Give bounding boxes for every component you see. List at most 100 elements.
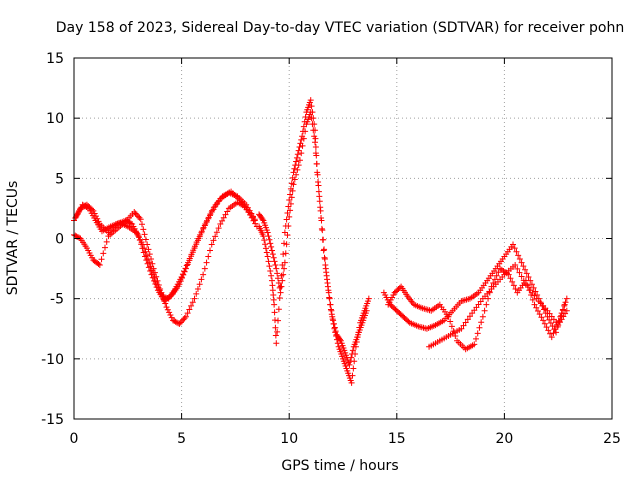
data-point	[84, 204, 91, 211]
data-point	[298, 150, 305, 157]
chart-title: Day 158 of 2023, Sidereal Day-to-day VTE…	[56, 20, 624, 36]
data-point	[511, 245, 518, 252]
data-point	[147, 263, 154, 270]
data-point	[536, 311, 543, 318]
data-point	[533, 304, 540, 311]
data-point	[550, 330, 557, 337]
data-point	[136, 214, 143, 221]
data-point	[201, 265, 208, 272]
data-point	[324, 283, 331, 290]
data-point	[148, 267, 155, 274]
data-point	[175, 320, 182, 327]
data-point	[98, 256, 105, 263]
data-point	[293, 154, 300, 161]
data-point	[447, 318, 454, 325]
data-point	[507, 275, 514, 282]
data-point	[185, 259, 192, 266]
data-point	[513, 248, 520, 255]
data-point	[203, 217, 210, 224]
data-point	[261, 237, 268, 244]
data-point	[479, 313, 486, 320]
data-point	[532, 288, 539, 295]
data-point	[312, 150, 319, 157]
data-point	[349, 351, 356, 358]
data-point	[273, 265, 280, 272]
data-point	[543, 324, 550, 331]
data-point	[280, 251, 287, 258]
data-point	[268, 243, 275, 250]
data-point	[271, 301, 278, 308]
data-point	[327, 301, 334, 308]
data-point	[275, 306, 282, 313]
data-point	[157, 290, 164, 297]
data-point	[529, 296, 536, 303]
data-point	[265, 258, 272, 265]
data-point	[277, 289, 284, 296]
data-point	[485, 295, 492, 302]
data-point	[294, 166, 301, 173]
data-point	[127, 220, 134, 227]
data-point	[209, 207, 216, 214]
data-point	[331, 324, 338, 331]
data-point	[264, 229, 271, 236]
data-point	[318, 215, 325, 222]
data-point	[289, 187, 296, 194]
data-point	[171, 318, 178, 325]
data-point	[332, 328, 339, 335]
data-point	[205, 214, 212, 221]
data-point	[182, 313, 189, 320]
data-point	[195, 235, 202, 242]
data-point	[518, 259, 525, 266]
y-tick-label: 10	[46, 111, 64, 127]
data-point	[146, 251, 153, 258]
x-axis-label: GPS time / hours	[281, 458, 398, 474]
data-point	[178, 274, 185, 281]
data-point	[183, 262, 190, 269]
data-point	[262, 245, 269, 252]
data-point	[179, 318, 186, 325]
data-point	[186, 255, 193, 262]
data-point	[141, 245, 148, 252]
data-point	[167, 312, 174, 319]
data-point	[491, 276, 498, 283]
data-point	[267, 240, 274, 247]
data-point	[194, 286, 201, 293]
data-point	[562, 299, 569, 306]
data-point	[445, 313, 452, 320]
data-point	[320, 247, 327, 254]
data-point	[212, 233, 219, 240]
data-point	[145, 255, 152, 262]
data-point	[512, 261, 519, 268]
data-point	[314, 171, 321, 178]
data-point	[270, 254, 277, 261]
data-point	[271, 309, 278, 316]
data-point	[269, 251, 276, 258]
data-point	[83, 203, 90, 210]
data-point	[96, 261, 103, 268]
data-point	[169, 317, 176, 324]
data-point	[274, 270, 281, 277]
data-point	[259, 216, 266, 223]
data-point	[296, 157, 303, 164]
data-point	[315, 182, 322, 189]
data-point	[483, 301, 490, 308]
data-point	[215, 225, 222, 232]
data-point	[509, 278, 516, 285]
data-point	[540, 306, 547, 313]
data-point	[319, 236, 326, 243]
data-point	[309, 121, 316, 128]
data-point	[203, 259, 210, 266]
data-point	[272, 332, 279, 339]
data-point	[145, 246, 152, 253]
data-point	[540, 317, 547, 324]
data-point	[313, 160, 320, 167]
data-point	[220, 214, 227, 221]
data-point	[142, 236, 149, 243]
data-point	[100, 250, 107, 257]
data-point	[142, 248, 149, 255]
data-point	[476, 324, 483, 331]
data-point	[284, 209, 291, 216]
data-point	[281, 240, 288, 247]
data-point	[72, 232, 79, 239]
